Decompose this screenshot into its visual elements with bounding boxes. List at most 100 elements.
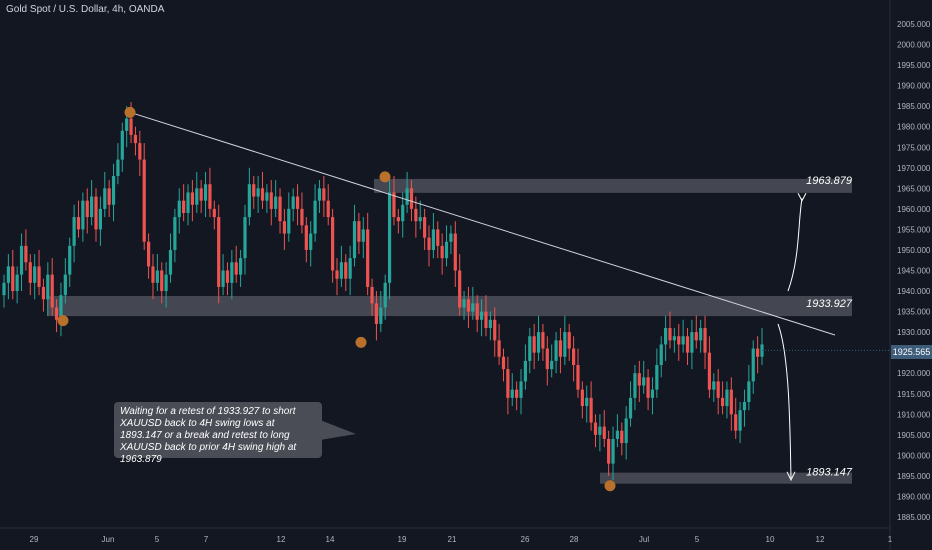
candle-body [580, 389, 584, 407]
candle-body [50, 274, 54, 308]
time-tick-label: 14 [326, 535, 335, 544]
candle-body [239, 258, 243, 275]
candle-body [615, 430, 620, 439]
candle-body [142, 159, 146, 242]
candle-body [182, 200, 186, 213]
candle-body [681, 336, 685, 345]
candle-body [571, 348, 576, 365]
candle-body [81, 200, 85, 230]
candle-body [488, 319, 492, 329]
candle-body [449, 233, 453, 242]
price-tick-label: 1910.000 [897, 410, 931, 419]
candle-body [628, 397, 633, 419]
candle-body [2, 282, 6, 296]
candle-body [234, 262, 238, 275]
candle-body [436, 229, 440, 246]
candle-body [68, 245, 72, 275]
candle-body [177, 200, 181, 218]
candle-body [76, 217, 81, 230]
candle-body [747, 381, 751, 402]
time-tick-label: 7 [204, 535, 209, 544]
price-tick-label: 1960.000 [897, 205, 931, 214]
candle-body [103, 188, 107, 209]
candle-body [685, 336, 690, 353]
candle-body [190, 192, 195, 205]
time-axis: 29 Jun 5 7 12 14 19 21 26 28 Jul 5 10 12 1 [0, 527, 893, 544]
candle-body [729, 389, 733, 415]
price-tick-label: 1955.000 [897, 225, 931, 234]
time-tick-label: 29 [30, 535, 39, 544]
candle-body [59, 295, 63, 320]
price-tick-label: 1915.000 [897, 390, 931, 399]
candle-body [247, 184, 251, 218]
candle-body [501, 356, 506, 370]
price-tick-label: 1945.000 [897, 267, 931, 276]
candle-body [107, 188, 111, 205]
candle-body [668, 328, 672, 341]
current-price-badge: 1925.565 [891, 345, 932, 359]
candle-body [138, 143, 142, 160]
candle-body [98, 208, 102, 230]
time-tick-label: 10 [766, 535, 775, 544]
candle-body [339, 262, 343, 279]
candle-body [598, 426, 602, 435]
candle-body [265, 192, 269, 201]
candle-body [164, 274, 168, 292]
candle-body [125, 118, 129, 131]
candle-body [291, 196, 295, 209]
time-tick-label: 5 [695, 535, 700, 544]
candle-body [545, 348, 549, 370]
candle-body [221, 270, 225, 287]
candle-body [41, 286, 46, 300]
candle-body [664, 328, 668, 345]
candle-body [168, 249, 173, 275]
candle-body [256, 188, 260, 197]
candle-body [366, 229, 370, 287]
candle-body [252, 184, 256, 197]
price-tick-label: 1900.000 [897, 451, 931, 460]
candle-body [348, 258, 352, 279]
candle-body [335, 270, 339, 279]
candle-body [344, 262, 348, 279]
candle-body [734, 414, 738, 431]
candle-body [295, 196, 300, 209]
candle-body [129, 118, 133, 135]
candle-body [401, 204, 405, 222]
candle-body [72, 217, 76, 246]
candle-body [309, 233, 313, 250]
time-tick-label: Jul [639, 535, 649, 544]
candle-body [453, 233, 457, 271]
candle-body [624, 418, 628, 444]
candle-body [484, 311, 488, 329]
candle-body [374, 303, 379, 324]
candle-body [720, 397, 725, 407]
candle-body [694, 332, 698, 341]
candle-body [515, 389, 519, 398]
zone-lower [600, 472, 852, 484]
time-tick-label: 12 [277, 535, 286, 544]
level-label: 1963.879 [806, 175, 852, 187]
price-tick-label: 1905.000 [897, 431, 931, 440]
candle-body [63, 274, 67, 296]
candle-body [620, 430, 624, 444]
candle-body [396, 217, 400, 222]
candle-body [85, 200, 89, 218]
price-tick-label: 2000.000 [897, 41, 931, 50]
candle-body [203, 184, 208, 201]
candle-body [155, 270, 159, 283]
candle-body [90, 196, 94, 218]
candle-body [317, 188, 322, 201]
candle-body [637, 373, 641, 386]
candle-body [133, 134, 138, 144]
analysis-note[interactable]: Waiting for a retest of 1933.927 to shor… [114, 402, 322, 465]
candle-body [712, 381, 716, 390]
candle-body [659, 344, 663, 365]
time-tick-label: 19 [398, 535, 407, 544]
candle-body [607, 438, 611, 464]
candle-body [567, 332, 571, 349]
candle-body [186, 192, 190, 213]
candle-body [304, 225, 308, 250]
price-tick-label: 1970.000 [897, 164, 931, 173]
